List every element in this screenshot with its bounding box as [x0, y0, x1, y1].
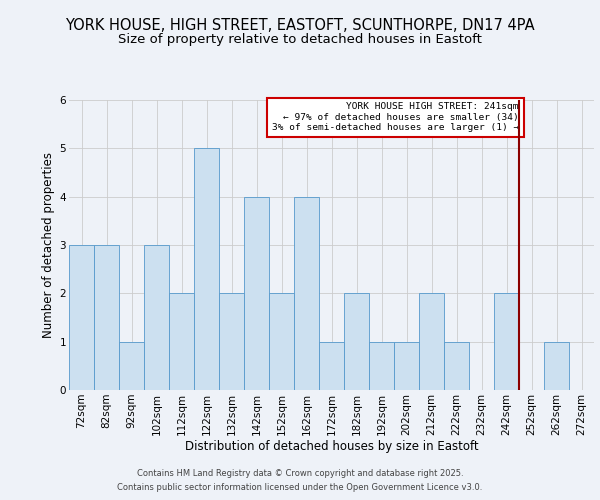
Bar [369, 342, 394, 390]
Text: YORK HOUSE, HIGH STREET, EASTOFT, SCUNTHORPE, DN17 4PA: YORK HOUSE, HIGH STREET, EASTOFT, SCUNTH… [65, 18, 535, 32]
Y-axis label: Number of detached properties: Number of detached properties [43, 152, 55, 338]
Bar [69, 245, 94, 390]
Bar [269, 294, 294, 390]
Bar [119, 342, 144, 390]
Text: YORK HOUSE HIGH STREET: 241sqm
← 97% of detached houses are smaller (34)
3% of s: YORK HOUSE HIGH STREET: 241sqm ← 97% of … [272, 102, 519, 132]
Bar [344, 294, 369, 390]
Bar [219, 294, 244, 390]
Bar [144, 245, 169, 390]
Bar [544, 342, 569, 390]
X-axis label: Distribution of detached houses by size in Eastoft: Distribution of detached houses by size … [185, 440, 478, 454]
Text: Size of property relative to detached houses in Eastoft: Size of property relative to detached ho… [118, 32, 482, 46]
Bar [94, 245, 119, 390]
Bar [294, 196, 319, 390]
Bar [319, 342, 344, 390]
Bar [194, 148, 219, 390]
Bar [244, 196, 269, 390]
Bar [169, 294, 194, 390]
Bar [394, 342, 419, 390]
Text: Contains public sector information licensed under the Open Government Licence v3: Contains public sector information licen… [118, 484, 482, 492]
Bar [494, 294, 519, 390]
Text: Contains HM Land Registry data © Crown copyright and database right 2025.: Contains HM Land Registry data © Crown c… [137, 468, 463, 477]
Bar [419, 294, 444, 390]
Bar [444, 342, 469, 390]
